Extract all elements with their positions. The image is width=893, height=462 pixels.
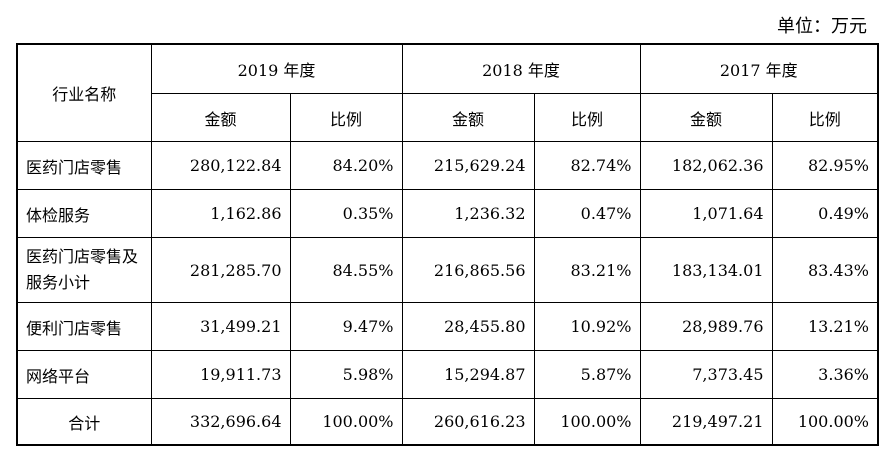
amount-2017: 183,134.01 bbox=[639, 237, 773, 303]
amount-header-2018: 金额 bbox=[401, 93, 535, 142]
amount-2019: 1,162.86 bbox=[150, 189, 291, 238]
amount-2017: 7,373.45 bbox=[639, 350, 773, 399]
ratio-2018: 5.87% bbox=[533, 350, 641, 399]
amount-2017: 28,989.76 bbox=[639, 302, 773, 351]
amount-2017: 219,497.21 bbox=[639, 398, 773, 446]
ratio-2017: 100.00% bbox=[771, 398, 879, 446]
table-row: 体检服务 1,162.86 0.35% 1,236.32 0.47% 1,071… bbox=[16, 189, 879, 238]
amount-2018: 15,294.87 bbox=[401, 350, 535, 399]
revenue-by-industry-table: 行业名称 2019 年度 2018 年度 2017 年度 金额 比例 金额 比例… bbox=[16, 43, 879, 446]
ratio-2018: 0.47% bbox=[533, 189, 641, 238]
amount-header-2017: 金额 bbox=[639, 93, 773, 142]
amount-2017: 182,062.36 bbox=[639, 141, 773, 190]
row-name: 网络平台 bbox=[16, 350, 152, 399]
year-header-2018: 2018 年度 bbox=[401, 43, 641, 94]
header-row-columns: 金额 比例 金额 比例 金额 比例 bbox=[17, 93, 879, 142]
amount-2019: 281,285.70 bbox=[150, 237, 291, 303]
ratio-2018: 100.00% bbox=[533, 398, 641, 446]
row-name: 医药门店零售 bbox=[16, 141, 152, 190]
ratio-2019: 84.20% bbox=[289, 141, 403, 190]
header-row-years: 行业名称 2019 年度 2018 年度 2017 年度 bbox=[16, 43, 879, 142]
ratio-header-2017: 比例 bbox=[771, 93, 879, 142]
ratio-2019: 0.35% bbox=[289, 189, 403, 238]
ratio-2017: 82.95% bbox=[771, 141, 879, 190]
amount-2017: 1,071.64 bbox=[639, 189, 773, 238]
row-name: 便利门店零售 bbox=[16, 302, 152, 351]
subtotal-name: 医药门店零售及服务小计 bbox=[16, 237, 152, 303]
year-header-2019: 2019 年度 bbox=[150, 43, 403, 94]
row-name: 体检服务 bbox=[16, 189, 152, 238]
ratio-2017: 13.21% bbox=[771, 302, 879, 351]
table-row: 医药门店零售 280,122.84 84.20% 215,629.24 82.7… bbox=[16, 141, 879, 190]
ratio-2017: 3.36% bbox=[771, 350, 879, 399]
ratio-2018: 83.21% bbox=[533, 237, 641, 303]
ratio-2018: 82.74% bbox=[533, 141, 641, 190]
unit-label: 单位：万元 bbox=[777, 16, 867, 37]
industry-name-header: 行业名称 bbox=[16, 43, 152, 142]
amount-2018: 215,629.24 bbox=[401, 141, 535, 190]
table-row: 便利门店零售 31,499.21 9.47% 28,455.80 10.92% … bbox=[16, 302, 879, 351]
amount-header-2019: 金额 bbox=[150, 93, 291, 142]
ratio-2017: 0.49% bbox=[771, 189, 879, 238]
ratio-2019: 100.00% bbox=[289, 398, 403, 446]
amount-2019: 332,696.64 bbox=[150, 398, 291, 446]
year-header-2017: 2017 年度 bbox=[639, 43, 879, 94]
ratio-2018: 10.92% bbox=[533, 302, 641, 351]
ratio-header-2019: 比例 bbox=[289, 93, 403, 142]
amount-2018: 260,616.23 bbox=[401, 398, 535, 446]
amount-2019: 280,122.84 bbox=[150, 141, 291, 190]
ratio-2019: 84.55% bbox=[289, 237, 403, 303]
ratio-2019: 5.98% bbox=[289, 350, 403, 399]
ratio-2017: 83.43% bbox=[771, 237, 879, 303]
ratio-2019: 9.47% bbox=[289, 302, 403, 351]
subtotal-row: 医药门店零售及服务小计 281,285.70 84.55% 216,865.56… bbox=[16, 237, 879, 303]
amount-2019: 19,911.73 bbox=[150, 350, 291, 399]
ratio-header-2018: 比例 bbox=[533, 93, 641, 142]
total-row: 合计 332,696.64 100.00% 260,616.23 100.00%… bbox=[16, 398, 879, 446]
total-name: 合计 bbox=[16, 398, 152, 446]
amount-2019: 31,499.21 bbox=[150, 302, 291, 351]
table-row: 网络平台 19,911.73 5.98% 15,294.87 5.87% 7,3… bbox=[16, 350, 879, 399]
amount-2018: 216,865.56 bbox=[401, 237, 535, 303]
amount-2018: 28,455.80 bbox=[401, 302, 535, 351]
amount-2018: 1,236.32 bbox=[401, 189, 535, 238]
